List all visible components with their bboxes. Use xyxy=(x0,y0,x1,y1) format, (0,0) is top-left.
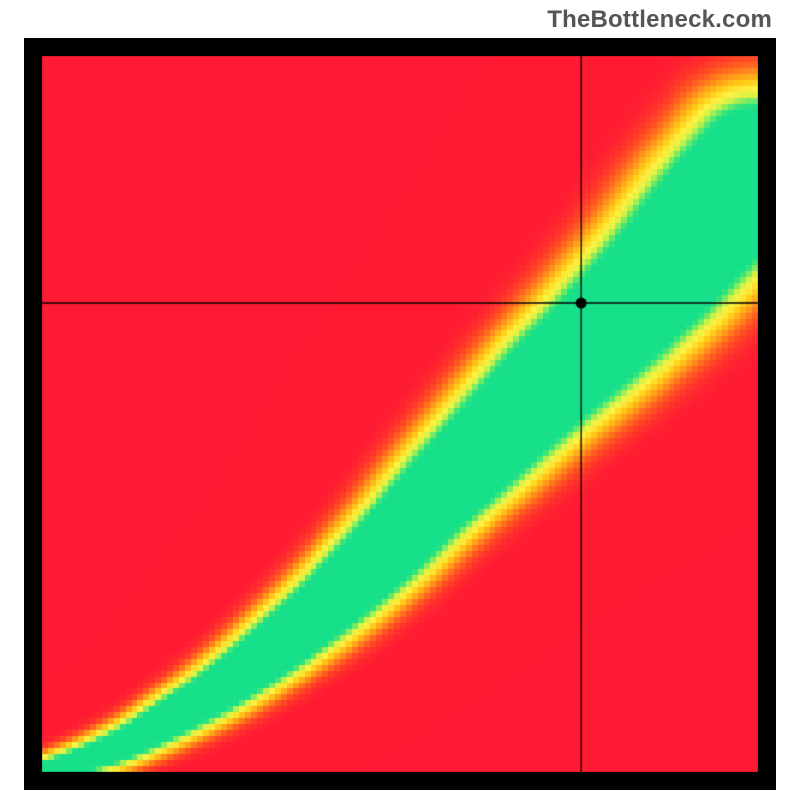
heatmap-canvas xyxy=(24,38,776,790)
plot-area xyxy=(24,38,776,790)
watermark-text: TheBottleneck.com xyxy=(547,6,772,34)
chart-container: TheBottleneck.com xyxy=(0,0,800,800)
